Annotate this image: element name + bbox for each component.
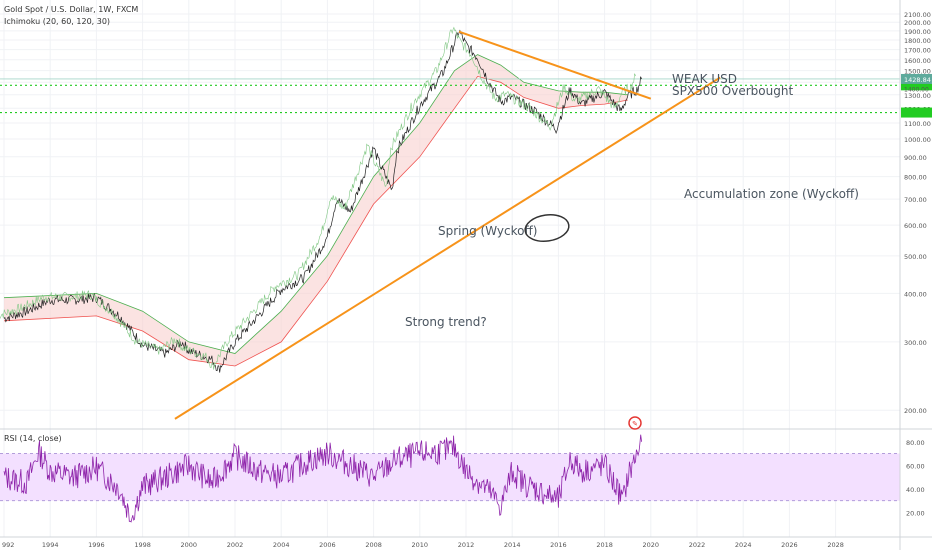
annotation-macro-line2: SPX500 Overbought: [672, 84, 793, 98]
grid: [0, 0, 900, 537]
y-tick-label: 600.00: [904, 222, 927, 230]
x-tick-label: 2016: [550, 541, 567, 549]
trendlines[interactable]: [174, 30, 721, 420]
support-levels: [0, 78, 900, 114]
x-tick-label: 2002: [227, 541, 244, 549]
x-tick-label: 2006: [319, 541, 336, 549]
rsi-line: [3, 434, 642, 523]
rsi-tick-label: 60.00: [906, 462, 925, 470]
y-tick-label: 1900.00: [904, 28, 931, 36]
svg-text:✎: ✎: [632, 420, 638, 428]
x-tick-label: 2024: [735, 541, 752, 549]
y-tick-label: 1800.00: [904, 37, 931, 45]
y-tick-label: 800.00: [904, 174, 927, 182]
ichimoku-cloud: [3, 54, 628, 367]
secondary-tag-text: 1400.00: [904, 86, 929, 93]
rsi-band: [0, 453, 900, 502]
rsi-series: [3, 434, 642, 523]
x-tick-label: 992: [2, 541, 14, 549]
x-tick-label: 2000: [181, 541, 198, 549]
y-tick-label: 700.00: [904, 196, 927, 204]
y-tick-label: 2000.00: [904, 19, 931, 27]
x-tick-label: 1994: [42, 541, 59, 549]
annotation-strong-trend: Strong trend?: [405, 315, 487, 329]
y-tick-label: 500.00: [904, 253, 927, 261]
x-tick-label: 2020: [643, 541, 660, 549]
y-tick-label: 400.00: [904, 290, 927, 298]
price-tag-text: 1428.84: [904, 76, 931, 84]
x-tick-label: 2026: [781, 541, 798, 549]
x-tick-label: 2012: [458, 541, 475, 549]
symbol-title[interactable]: Gold Spot / U.S. Dollar, 1W, FXCM: [4, 5, 139, 14]
price-tag: [901, 73, 932, 84]
support-level-tag: [901, 80, 932, 91]
rsi-tick-label: 80.00: [906, 439, 925, 447]
y-tick-label: 900.00: [904, 154, 927, 162]
price-series: [0, 26, 642, 373]
price-line: [3, 29, 642, 373]
x-tick-label: 2008: [365, 541, 382, 549]
y-tick-label: 300.00: [904, 339, 927, 347]
x-tick-label: 2010: [412, 541, 429, 549]
x-tick-label: 2022: [689, 541, 706, 549]
x-tick-label: 2014: [504, 541, 521, 549]
y-tick-label: 1000.00: [904, 136, 931, 144]
indicator-rsi[interactable]: RSI (14, close): [4, 434, 62, 443]
x-tick-label: 1998: [134, 541, 151, 549]
y-tick-label: 1600.00: [904, 57, 931, 65]
indicator-ichimoku[interactable]: Ichimoku (20, 60, 120, 30): [4, 17, 111, 26]
y-tick-label: 1300.00: [904, 92, 931, 100]
x-tick-label: 2018: [596, 541, 613, 549]
support-level-tag: [901, 107, 932, 118]
annotation-accumulation: Accumulation zone (Wyckoff): [684, 187, 859, 201]
y-tick-label: 1500.00: [904, 68, 931, 76]
x-tick-label: 2028: [827, 541, 844, 549]
spring-circle[interactable]: [523, 212, 570, 244]
rsi-tick-label: 20.00: [906, 509, 925, 517]
event-icon[interactable]: ✎: [628, 416, 642, 430]
x-tick-label: 2004: [273, 541, 290, 549]
trendline-ascending: [174, 76, 721, 420]
y-tick-label: 1100.00: [904, 120, 931, 128]
rsi-tick-label: 40.00: [906, 486, 925, 494]
x-tick-label: 1996: [88, 541, 105, 549]
rsi-band-fill: [0, 453, 900, 501]
cloud-fill: [4, 54, 628, 366]
cloud-lower-line: [3, 75, 628, 367]
y-tick-label: 1700.00: [904, 47, 931, 55]
lagging-span: [0, 26, 636, 370]
y-tick-label: 2100.00: [904, 11, 931, 19]
annotation-macro-line1: WEAK USD: [672, 72, 737, 86]
trendline-descending: [458, 30, 652, 100]
y-tick-label: 200.00: [904, 407, 927, 415]
annotations: WEAK USD SPX500 Overbought Accumulation …: [405, 72, 859, 329]
annotation-spring: Spring (Wyckoff): [438, 224, 537, 238]
